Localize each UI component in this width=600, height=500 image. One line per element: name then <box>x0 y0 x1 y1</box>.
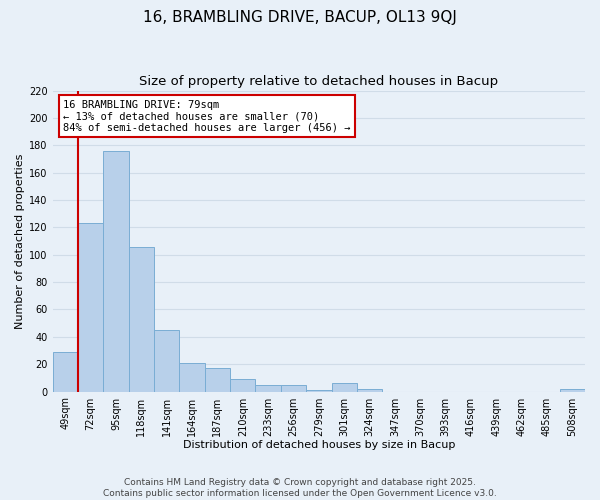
Bar <box>332 384 357 392</box>
Bar <box>357 389 382 392</box>
Bar <box>78 224 103 392</box>
Bar <box>256 385 281 392</box>
Bar <box>306 390 332 392</box>
Title: Size of property relative to detached houses in Bacup: Size of property relative to detached ho… <box>139 75 499 88</box>
Bar <box>560 389 585 392</box>
Text: Contains HM Land Registry data © Crown copyright and database right 2025.
Contai: Contains HM Land Registry data © Crown c… <box>103 478 497 498</box>
Bar <box>230 380 256 392</box>
Y-axis label: Number of detached properties: Number of detached properties <box>15 154 25 329</box>
Bar <box>179 363 205 392</box>
Bar <box>205 368 230 392</box>
Bar <box>129 246 154 392</box>
Bar <box>53 352 78 392</box>
Text: 16, BRAMBLING DRIVE, BACUP, OL13 9QJ: 16, BRAMBLING DRIVE, BACUP, OL13 9QJ <box>143 10 457 25</box>
Bar <box>103 151 129 392</box>
Text: 16 BRAMBLING DRIVE: 79sqm
← 13% of detached houses are smaller (70)
84% of semi-: 16 BRAMBLING DRIVE: 79sqm ← 13% of detac… <box>63 100 351 133</box>
Bar <box>281 385 306 392</box>
Bar <box>154 330 179 392</box>
X-axis label: Distribution of detached houses by size in Bacup: Distribution of detached houses by size … <box>182 440 455 450</box>
